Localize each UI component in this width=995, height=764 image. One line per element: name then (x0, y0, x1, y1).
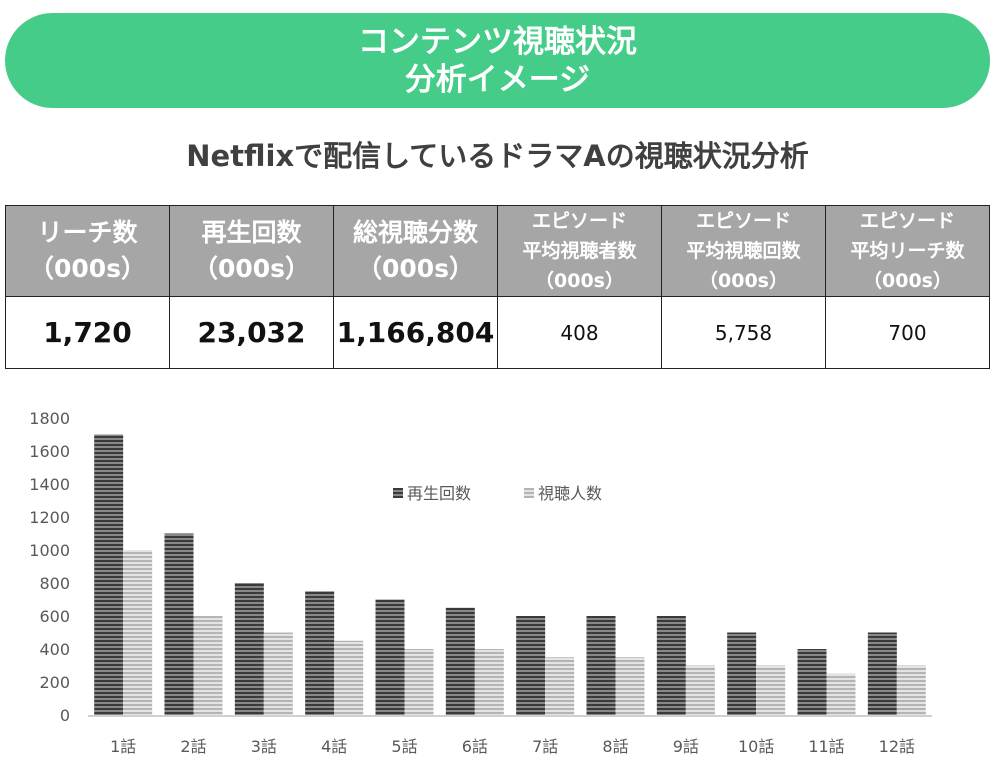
value-avg-viewers: 408 (497, 296, 662, 369)
bar-plays (445, 607, 475, 715)
bar-plays (375, 599, 405, 715)
x-tick-label: 8話 (602, 737, 628, 756)
bar-plays (305, 591, 335, 715)
episode-bar-chart: 0 200 400 600 800 1000 1200 1400 1600 1800 1話 2話 3話… (29, 409, 932, 756)
x-tick-label: 7話 (532, 737, 558, 756)
x-tick-label: 11話 (808, 737, 844, 756)
bar-plays (867, 632, 897, 715)
y-tick-label: 0 (60, 706, 70, 725)
banner-title-line1: コンテンツ視聴状況 (358, 23, 637, 60)
bar-viewers (545, 657, 575, 715)
y-tick-label: 1400 (29, 475, 70, 494)
bar-plays (234, 583, 264, 715)
kpi-value-row: 1,720 23,032 1,166,804 408 5,758 700 (5, 296, 990, 369)
header-avg-viewers: エピソード 平均視聴者数 （000s） (497, 205, 662, 297)
x-tick-label: 2話 (180, 737, 206, 756)
title-banner: コンテンツ視聴状況 分析イメージ (5, 13, 990, 108)
y-tick-label: 1600 (29, 442, 70, 461)
kpi-table: リーチ数 （000s） 再生回数 （000s） 総視聴分数 （000s） エピソード平… (5, 205, 990, 369)
bar-viewers (193, 616, 223, 715)
value-plays: 23,032 (169, 296, 334, 369)
bar-viewers (685, 665, 715, 715)
x-tick-label: 6話 (462, 737, 488, 756)
bar-plays (797, 649, 827, 715)
value-total-minutes: 1,166,804 (333, 296, 498, 369)
bar-plays (164, 533, 194, 715)
y-tick-label: 1200 (29, 508, 70, 527)
x-tick-label: 1話 (110, 737, 136, 756)
y-tick-label: 400 (39, 640, 70, 659)
y-tick-label: 200 (39, 673, 70, 692)
legend-label: 再生回数 (407, 484, 471, 503)
x-tick-label: 10話 (738, 737, 774, 756)
y-tick-label: 1000 (29, 541, 70, 560)
bar-viewers (404, 649, 434, 715)
bar-plays (727, 632, 757, 715)
header-avg-reach: エピソード 平均リーチ数 （000s） (825, 205, 990, 297)
bar-plays (656, 616, 686, 715)
x-tick-label: 9話 (673, 737, 699, 756)
legend-label: 視聴人数 (538, 484, 602, 503)
x-tick-label: 5話 (391, 737, 417, 756)
header-reach: リーチ数 （000s） (5, 205, 170, 297)
page-subtitle: Netflixで配信しているドラマAの視聴状況分析 (186, 139, 809, 173)
bar-viewers (826, 673, 856, 715)
legend-swatch-icon (393, 488, 403, 498)
bar-viewers (334, 640, 364, 715)
bar-plays (586, 616, 616, 715)
y-tick-label: 600 (39, 607, 70, 626)
bar-viewers (896, 665, 926, 715)
value-avg-plays: 5,758 (661, 296, 826, 369)
x-tick-label: 3話 (251, 737, 277, 756)
banner-title-line2: 分析イメージ (404, 61, 591, 98)
header-plays: 再生回数 （000s） (169, 205, 334, 297)
y-tick-label: 1800 (29, 409, 70, 428)
bar-plays (94, 434, 124, 715)
bar-viewers (123, 550, 153, 715)
kpi-header-row: リーチ数 （000s） 再生回数 （000s） 総視聴分数 （000s） エピソード平… (5, 205, 990, 297)
x-tick-label: 12話 (879, 737, 915, 756)
value-avg-reach: 700 (825, 296, 990, 369)
header-total-minutes: 総視聴分数 （000s） (333, 205, 498, 297)
header-avg-plays: エピソード 平均視聴回数 （000s） (661, 205, 826, 297)
bar-viewers (263, 632, 293, 715)
y-tick-label: 800 (39, 574, 70, 593)
bar-viewers (474, 649, 504, 715)
bar-plays (516, 616, 546, 715)
bar-viewers (615, 657, 645, 715)
x-tick-label: 4話 (321, 737, 347, 756)
bar-viewers (756, 665, 786, 715)
value-reach: 1,720 (5, 296, 170, 369)
legend-swatch-icon (524, 488, 534, 498)
